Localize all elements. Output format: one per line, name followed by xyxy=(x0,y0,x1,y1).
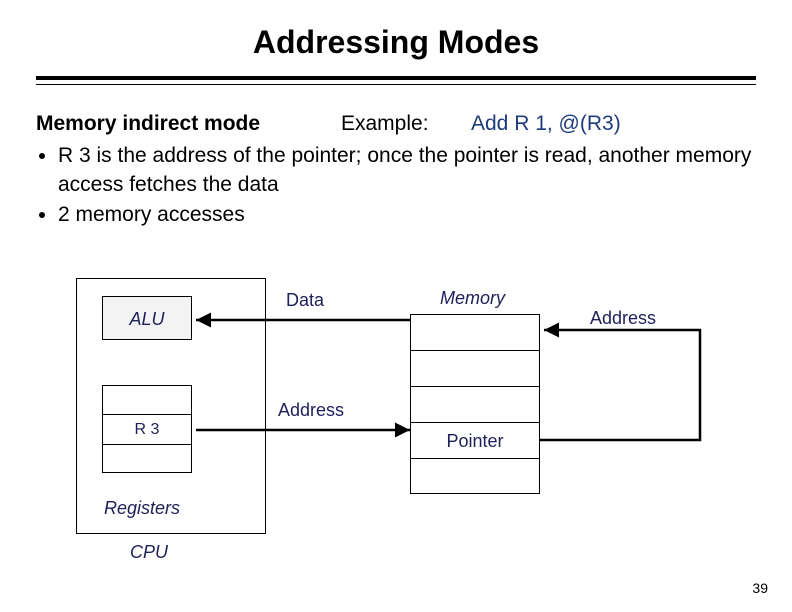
memory-label: Memory xyxy=(440,288,505,309)
pointer-loop-arrow xyxy=(540,330,700,440)
address-label: Address xyxy=(278,400,344,421)
memory-box: Pointer xyxy=(410,314,540,494)
mem-row-2 xyxy=(411,387,539,423)
reg-row-r3: R 3 xyxy=(103,415,191,444)
mem-row-4 xyxy=(411,459,539,495)
registers-label: Registers xyxy=(104,498,180,519)
mem-row-1 xyxy=(411,351,539,387)
diagram: ALU R 3 Pointer Data Address Memory Addr… xyxy=(0,0,792,612)
alu-box: ALU xyxy=(102,296,192,340)
mem-row-pointer: Pointer xyxy=(411,423,539,459)
mem-row-0 xyxy=(411,315,539,351)
page-number: 39 xyxy=(752,580,768,596)
register-file-box: R 3 xyxy=(102,385,192,473)
address-top-label: Address xyxy=(590,308,656,329)
cpu-label: CPU xyxy=(130,542,168,563)
reg-row-2 xyxy=(103,445,191,474)
reg-row-0 xyxy=(103,386,191,415)
data-label: Data xyxy=(286,290,324,311)
